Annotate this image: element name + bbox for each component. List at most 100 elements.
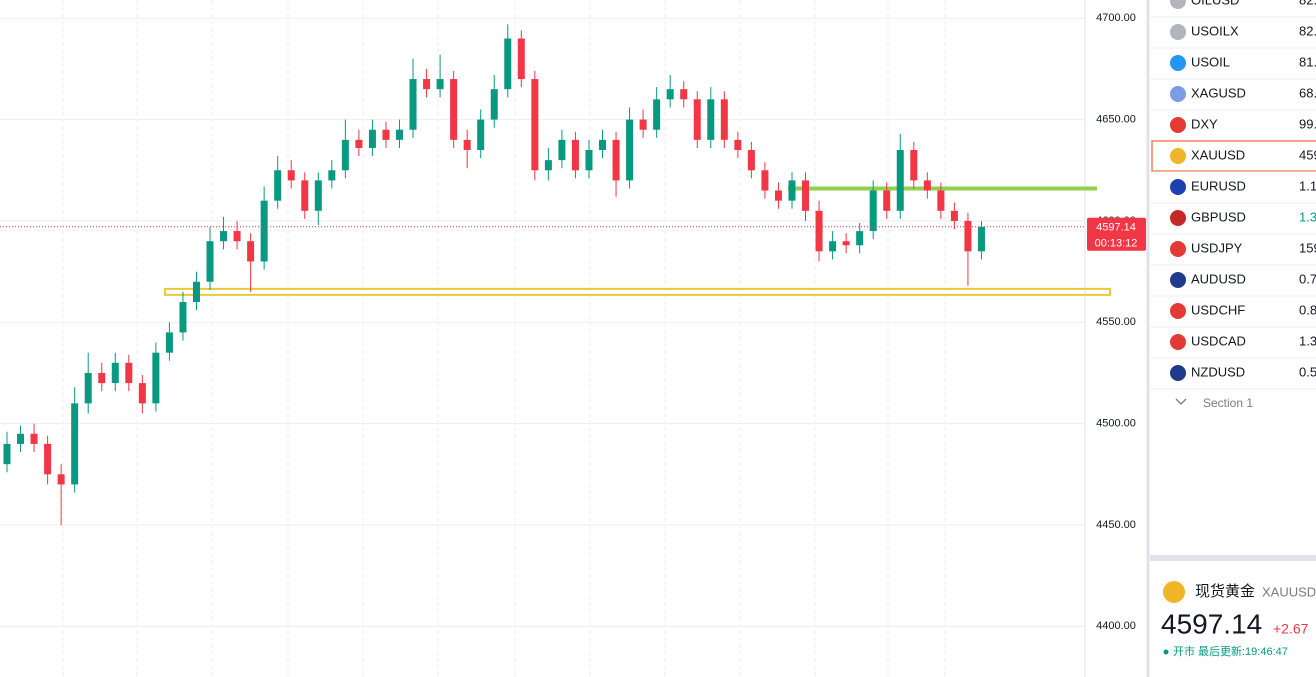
candle-body — [869, 190, 877, 232]
candle-body — [57, 474, 65, 485]
symbol-icon — [1170, 0, 1186, 9]
candle-body — [747, 149, 755, 171]
candle-body — [423, 79, 431, 90]
candle-body — [206, 241, 214, 282]
symbol-icon — [1170, 241, 1186, 257]
candle-body — [558, 139, 566, 161]
candle-body — [829, 241, 837, 252]
symbol-name[interactable]: USDCAD — [1191, 333, 1246, 348]
symbol-price: 1.16 — [1299, 178, 1316, 193]
section-label[interactable]: Section 1 — [1203, 396, 1253, 410]
y-tick-label: 4400.00 — [1096, 620, 1136, 632]
candle-body — [585, 149, 593, 171]
candle-body — [842, 241, 850, 246]
candle-body — [30, 433, 38, 444]
candle-body — [680, 89, 688, 100]
candle-body — [707, 99, 715, 140]
symbol-name[interactable]: XAGUSD — [1191, 85, 1246, 100]
candle-body — [382, 129, 390, 140]
candle-body — [409, 79, 417, 130]
candle-body — [571, 139, 579, 171]
quote-icon — [1163, 581, 1185, 603]
symbol-name[interactable]: USDJPY — [1191, 240, 1243, 255]
symbol-price: 4597 — [1299, 147, 1316, 162]
candle-body — [314, 180, 322, 211]
symbol-icon — [1170, 117, 1186, 133]
candle-body — [788, 180, 796, 201]
y-tick-label: 4500.00 — [1096, 418, 1136, 430]
symbol-price: 1.35 — [1299, 209, 1316, 224]
symbol-name[interactable]: AUDUSD — [1191, 271, 1246, 286]
candle-body — [260, 200, 268, 262]
candle-body — [192, 281, 200, 303]
symbol-price: 159. — [1299, 240, 1316, 255]
section-chevron[interactable] — [1175, 398, 1187, 405]
candle-body — [477, 119, 485, 150]
candle-body — [599, 139, 607, 150]
quote-status: 开市 — [1173, 644, 1195, 658]
status-dot — [1163, 649, 1169, 655]
symbol-name[interactable]: USOILX — [1191, 23, 1239, 38]
candle-body — [301, 180, 309, 211]
symbol-price: 0.80 — [1299, 302, 1316, 317]
candle-body — [341, 139, 349, 171]
candle-body — [395, 129, 403, 140]
candle-body — [71, 403, 79, 485]
symbol-icon — [1170, 365, 1186, 381]
symbol-name[interactable]: USOIL — [1191, 54, 1230, 69]
y-tick-label: 4450.00 — [1096, 519, 1136, 531]
candle-body — [531, 79, 539, 171]
candle-body — [653, 99, 661, 130]
symbol-price: 1.38 — [1299, 333, 1316, 348]
candle-body — [274, 170, 282, 201]
y-tick-label: 4650.00 — [1096, 113, 1136, 125]
level-band — [164, 287, 1111, 296]
candle-body — [923, 180, 931, 191]
candle-body — [3, 443, 11, 465]
candle-body — [639, 119, 647, 130]
symbol-name[interactable]: GBPUSD — [1191, 209, 1246, 224]
candle-body — [815, 210, 823, 252]
price-tag-countdown: 00:13:12 — [1095, 238, 1138, 250]
candle-body — [247, 241, 255, 262]
candle-body — [734, 139, 742, 150]
symbol-name[interactable]: USDCHF — [1191, 302, 1245, 317]
symbol-icon — [1170, 86, 1186, 102]
symbol-name[interactable]: DXY — [1191, 116, 1218, 131]
candle-body — [517, 38, 525, 80]
candle-body — [463, 139, 471, 150]
candle-body — [152, 352, 160, 404]
candle-body — [612, 139, 620, 181]
symbol-icon — [1170, 55, 1186, 71]
candle-body — [368, 129, 376, 148]
candle-body — [111, 362, 119, 384]
candle-body — [761, 170, 769, 191]
candle-body — [950, 210, 958, 221]
candle-body — [98, 372, 106, 384]
candle-body — [125, 362, 133, 384]
candle-body — [504, 38, 512, 90]
candle-body — [287, 170, 295, 181]
price-tag — [1087, 217, 1146, 251]
candle-body — [910, 149, 918, 181]
candle-body — [802, 180, 810, 211]
symbol-price: 81. — [1299, 54, 1316, 69]
candle-body — [693, 99, 701, 140]
symbol-price: 82. — [1299, 23, 1316, 38]
quote-change: +2.67 — [1273, 621, 1309, 637]
candle-body — [977, 226, 985, 252]
symbol-name[interactable]: EURUSD — [1191, 178, 1246, 193]
symbol-name[interactable]: XAUUSD — [1191, 147, 1245, 162]
quote-updated: 最后更新:19:46:47 — [1198, 644, 1288, 658]
selected-row[interactable] — [1151, 140, 1316, 172]
symbol-name[interactable]: NZDUSD — [1191, 364, 1245, 379]
candle-body — [233, 231, 241, 242]
symbol-name[interactable]: OILUSD — [1191, 0, 1239, 7]
candle-body — [964, 220, 972, 252]
y-tick-label: 4700.00 — [1096, 12, 1136, 24]
quote-name: 现货黄金 — [1195, 583, 1255, 600]
quote-price: 4597.14 — [1161, 608, 1262, 639]
symbol-icon — [1170, 334, 1186, 350]
candle-body — [896, 149, 904, 211]
